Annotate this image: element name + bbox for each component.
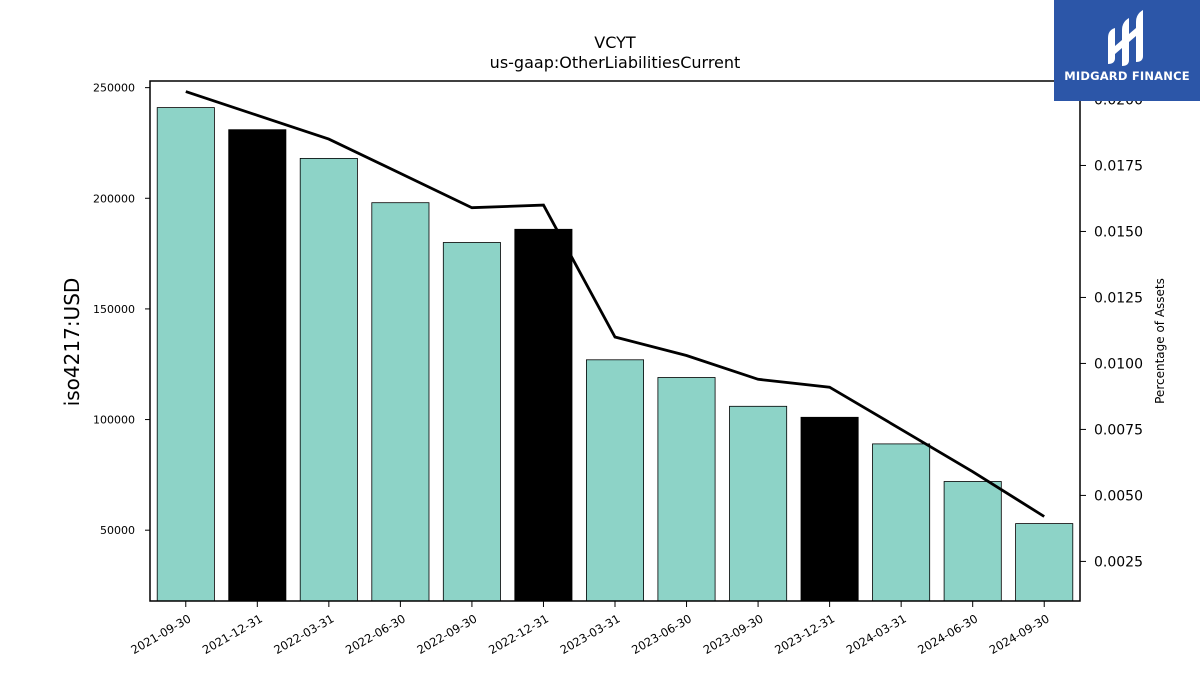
y-tick-label: 150000 xyxy=(93,303,135,316)
x-tick-label: 2022-09-30 xyxy=(415,611,480,657)
x-tick-label: 2024-03-31 xyxy=(844,611,909,657)
brand-name: MIDGARD FINANCE xyxy=(1064,69,1190,83)
bar-2023-12-31 xyxy=(800,416,859,602)
bar-2024-03-31 xyxy=(872,443,931,602)
x-tick-label: 2022-12-31 xyxy=(486,611,551,657)
x-tick-label: 2022-06-30 xyxy=(343,611,408,657)
y2-tick-label: 0.0050 xyxy=(1094,488,1143,504)
x-tick-label: 2021-09-30 xyxy=(128,611,193,657)
y2-tick-label: 0.0125 xyxy=(1094,290,1143,306)
y2-tick-label: 0.0100 xyxy=(1094,356,1143,372)
bar-2022-06-30 xyxy=(371,202,430,602)
y2-tick-label: 0.0025 xyxy=(1094,554,1143,570)
x-tick-label: 2023-06-30 xyxy=(629,611,694,657)
y-axis-label: iso4217:USD xyxy=(60,278,84,407)
bar-2023-03-31 xyxy=(586,359,645,602)
x-tick-label: 2023-09-30 xyxy=(701,611,766,657)
y-tick-label: 100000 xyxy=(93,414,135,427)
y2-tick-label: 0.0175 xyxy=(1094,158,1143,174)
line-group xyxy=(185,90,1045,518)
bar-2021-09-30 xyxy=(156,107,215,602)
midgard-logo-icon xyxy=(1108,10,1143,66)
y-tick-label: 200000 xyxy=(93,192,135,205)
y2-axis-label: Percentage of Assets xyxy=(1153,278,1167,404)
bar-2024-09-30 xyxy=(1015,523,1074,602)
x-tick-label: 2021-12-31 xyxy=(200,611,265,657)
y2-tick-label: 0.0075 xyxy=(1094,422,1143,438)
chart-subtitle: us-gaap:OtherLiabilitiesCurrent xyxy=(490,53,741,72)
x-tick-label: 2023-12-31 xyxy=(772,611,837,657)
x-tick-label: 2022-03-31 xyxy=(271,611,336,657)
bar-2022-09-30 xyxy=(442,242,501,602)
x-tick-label: 2023-03-31 xyxy=(558,611,623,657)
y-tick-label: 50000 xyxy=(100,524,135,537)
y2-tick-label: 0.0150 xyxy=(1094,224,1143,240)
chart-title: VCYT xyxy=(594,33,636,52)
bar-2024-06-30 xyxy=(943,481,1002,602)
percentage-line xyxy=(185,90,1045,518)
bar-2023-09-30 xyxy=(729,405,788,602)
bar-2022-03-31 xyxy=(299,157,358,602)
bar-2021-12-31 xyxy=(228,129,287,602)
bar-2022-12-31 xyxy=(514,228,573,602)
y-tick-label: 250000 xyxy=(93,82,135,95)
x-tick-label: 2024-09-30 xyxy=(987,611,1052,657)
bars-group xyxy=(156,107,1074,602)
brand-logo: MIDGARD FINANCE xyxy=(1054,0,1200,101)
x-tick-label: 2024-06-30 xyxy=(915,611,980,657)
bar-2023-06-30 xyxy=(657,377,716,602)
